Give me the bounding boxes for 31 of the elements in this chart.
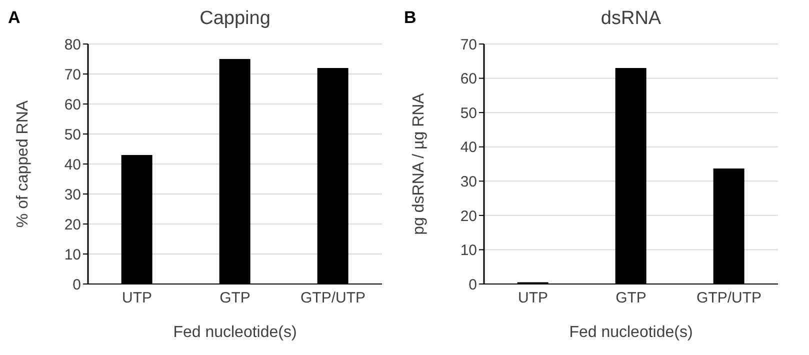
y-tick-label: 50 xyxy=(64,126,81,144)
y-tick-label: 80 xyxy=(64,36,81,54)
y-tick-label: 0 xyxy=(468,276,477,294)
text: A xyxy=(8,8,20,28)
y-tick-label: 20 xyxy=(460,208,477,225)
y-tick-label: 70 xyxy=(64,66,81,84)
x-tick-label: UTP xyxy=(518,290,548,307)
y-tick-label: 30 xyxy=(64,186,81,204)
y-tick-label: 40 xyxy=(460,139,477,156)
x-tick-label: GTP xyxy=(220,290,250,307)
chart-title: Capping xyxy=(198,8,272,30)
chart-title: dsRNA xyxy=(600,8,662,30)
y-tick-label: 20 xyxy=(64,216,81,234)
y-axis-title: % of capped RNA xyxy=(14,100,32,228)
y-tick-label: 60 xyxy=(64,96,81,114)
y-axis-title: pg dsRNA / µg RNA xyxy=(410,92,428,235)
text: B xyxy=(404,8,416,28)
y-tick-label: 0 xyxy=(72,276,81,294)
x-axis-title: Fed nucleotide(s) xyxy=(569,324,693,341)
y-tick-label: 40 xyxy=(64,156,81,174)
y-tick-label: 10 xyxy=(64,246,81,264)
y-tick-label: 60 xyxy=(460,70,477,88)
y-tick-label: 50 xyxy=(460,104,477,122)
x-tick-label: UTP xyxy=(122,290,152,307)
y-tick-label: 70 xyxy=(460,36,477,54)
x-tick-label: GTP/UTP xyxy=(300,290,366,307)
x-axis-title: Fed nucleotide(s) xyxy=(173,324,297,341)
x-tick-label: GTP xyxy=(616,290,646,307)
y-tick-label: 30 xyxy=(460,173,477,190)
y-tick-label: 10 xyxy=(460,242,477,260)
x-tick-label: GTP/UTP xyxy=(696,290,762,307)
